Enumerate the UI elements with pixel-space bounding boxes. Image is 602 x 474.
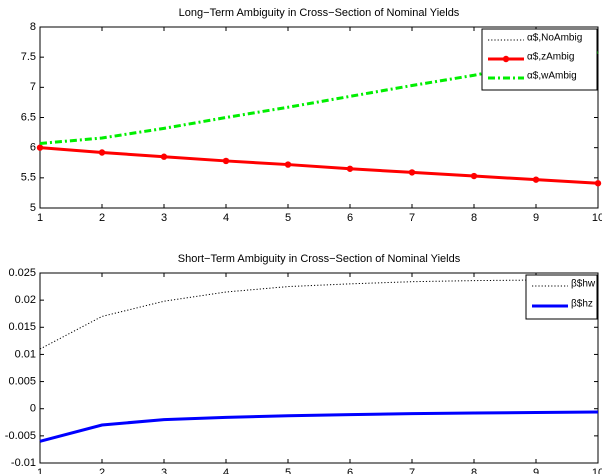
x-tick-label: 10 (592, 212, 602, 224)
series-marker (346, 165, 354, 172)
x-tick-label: 8 (471, 467, 477, 474)
legend-label: α$,wAmbig (527, 71, 577, 82)
x-tick-label: 3 (161, 212, 167, 224)
series-marker (98, 149, 106, 156)
series-marker (36, 144, 44, 151)
x-tick-label: 9 (533, 467, 539, 474)
series-marker (160, 153, 168, 160)
series-marker (284, 161, 292, 168)
y-tick-label: 6 (30, 142, 36, 154)
axes-box (39, 272, 599, 464)
x-tick-label: 7 (409, 467, 415, 474)
y-tick-label: 7 (30, 81, 36, 93)
x-tick-label: 2 (99, 212, 105, 224)
x-tick-label: 6 (347, 467, 353, 474)
series-marker (222, 157, 230, 165)
y-tick-label: 0.02 (15, 294, 36, 306)
series-marker (408, 169, 416, 176)
y-tick-label: 0 (30, 403, 36, 415)
y-tick-label: 5 (30, 202, 36, 214)
series-marker (594, 180, 602, 187)
legend-label: β$hw (571, 279, 596, 290)
series-marker (470, 172, 478, 180)
chart-title: Short−Term Ambiguity in Cross−Section of… (178, 253, 461, 265)
legend-label: α$,NoAmbig (527, 33, 582, 44)
legend-box (525, 274, 598, 320)
x-tick-label: 5 (285, 212, 291, 224)
y-tick-label: 0.01 (15, 348, 36, 360)
y-tick-label: 0.005 (8, 375, 36, 387)
y-tick-label: 7.5 (21, 51, 36, 63)
series-line (39, 146, 599, 185)
y-tick-label: -0.01 (11, 457, 36, 469)
x-tick-label: 1 (37, 212, 43, 224)
x-tick-label: 9 (533, 212, 539, 224)
x-tick-label: 7 (409, 212, 415, 224)
y-tick-label: -0.005 (5, 430, 36, 442)
x-tick-label: 1 (37, 467, 43, 474)
chart-title: Long−Term Ambiguity in Cross−Section of … (179, 7, 460, 19)
y-tick-label: 0.025 (8, 267, 36, 279)
x-tick-label: 8 (471, 212, 477, 224)
x-tick-label: 2 (99, 467, 105, 474)
x-tick-label: 3 (161, 467, 167, 474)
series-marker (532, 176, 540, 183)
x-tick-label: 4 (223, 212, 229, 224)
x-tick-label: 6 (347, 212, 353, 224)
series-line (39, 279, 599, 350)
x-tick-label: 10 (592, 467, 602, 474)
x-tick-label: 4 (223, 467, 229, 474)
y-tick-label: 0.015 (8, 321, 36, 333)
legend-label: β$hz (571, 299, 593, 310)
y-tick-label: 5.5 (21, 172, 36, 184)
series-line (39, 410, 599, 443)
legend-label: α$,zAmbig (527, 52, 574, 63)
y-tick-label: 6.5 (21, 111, 36, 123)
x-tick-label: 5 (285, 467, 291, 474)
legend-marker (502, 55, 510, 63)
y-tick-label: 8 (30, 21, 36, 33)
